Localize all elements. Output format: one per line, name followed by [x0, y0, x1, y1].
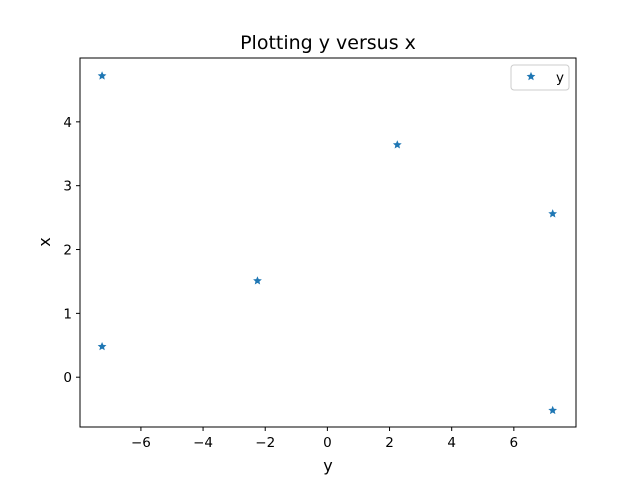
- y-tick-label: 0: [63, 370, 72, 386]
- chart-title: Plotting y versus x: [240, 32, 416, 54]
- y-tick-label: 4: [63, 115, 72, 131]
- x-tick-label: −6: [131, 435, 151, 451]
- legend: y: [510, 64, 570, 91]
- y-axis: 0 1 2 3 4: [63, 115, 80, 386]
- y-tick-label: 3: [63, 179, 72, 195]
- x-tick-label: 4: [447, 435, 456, 451]
- data-point: [548, 209, 558, 218]
- x-tick-label: −2: [255, 435, 275, 451]
- legend-marker-star: [526, 71, 536, 81]
- y-tick-label: 2: [63, 243, 72, 259]
- data-point: [253, 276, 262, 285]
- data-point: [97, 341, 107, 351]
- x-axis: −6 −4 −2 0 2 4 6: [131, 427, 518, 451]
- data-points: [97, 71, 558, 415]
- x-tick-label: −4: [193, 435, 213, 451]
- legend-box: [510, 64, 570, 91]
- x-axis-label: y: [323, 456, 332, 475]
- plot-area: [79, 57, 577, 428]
- x-tick-label: 6: [510, 435, 519, 451]
- data-point: [392, 140, 402, 149]
- legend-label: y: [556, 70, 564, 86]
- x-tick-label: 0: [323, 435, 332, 451]
- data-point: [548, 405, 558, 415]
- x-tick-label: 2: [385, 435, 394, 451]
- y-axis-label: x: [35, 237, 54, 246]
- data-point: [97, 71, 107, 80]
- y-tick-label: 1: [63, 306, 72, 322]
